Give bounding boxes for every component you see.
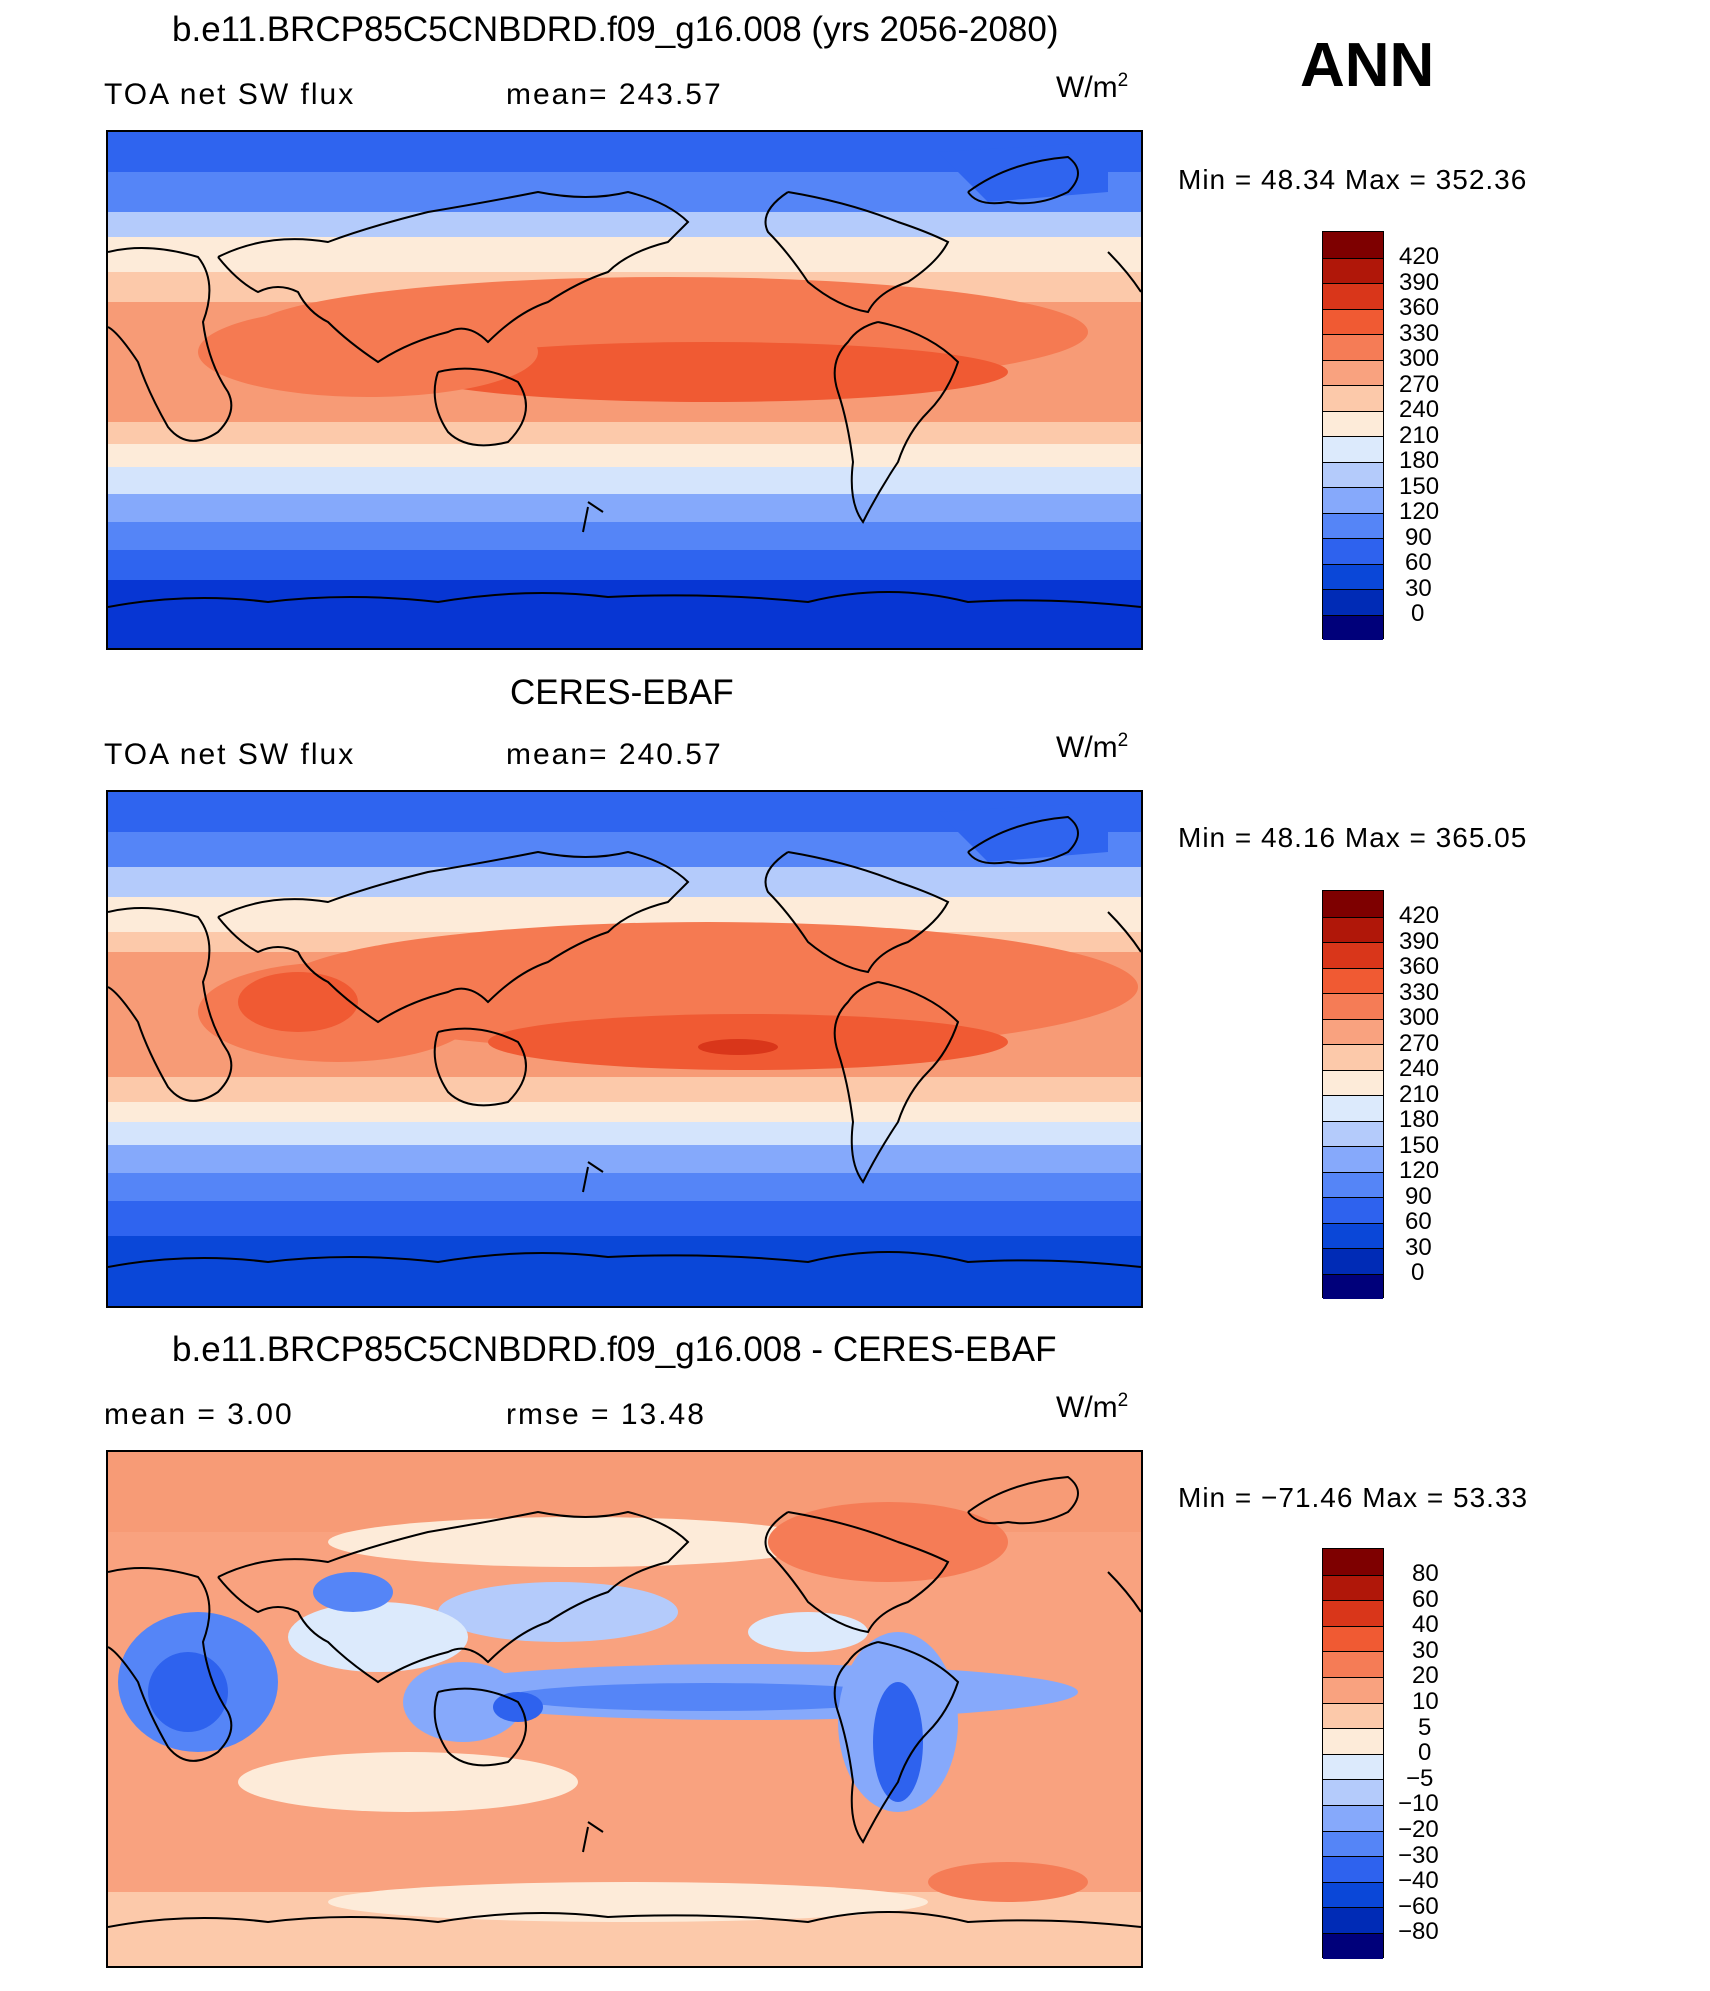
colorbar-tick: 60 [1412,1585,1439,1613]
colorbar-tick: −80 [1398,1918,1439,1946]
colorbar-tick: 210 [1399,421,1440,449]
colorbar-tick: 0 [1411,1259,1425,1286]
colorbar-tick: 60 [1405,1208,1432,1235]
colorbar-tick: −10 [1398,1790,1439,1818]
colorbar-tick: 30 [1405,574,1432,602]
panel-model-mean: mean= 243.57 [506,78,723,111]
colorbar-tick: 300 [1399,1004,1440,1031]
colorbar-tick: 30 [1412,1636,1439,1664]
colorbar-tick: 80 [1412,1560,1439,1587]
panel-obs-units: W/m2 [1056,730,1129,764]
colorbar-tick: 20 [1412,1662,1439,1690]
colorbar-tick: 390 [1399,927,1440,955]
map-diff-field [108,1452,1141,1966]
colorbar-tick: 40 [1412,1611,1439,1639]
map-obs-field [108,792,1141,1306]
colorbar-tick: 420 [1399,243,1440,270]
colorbar-tick: 0 [1418,1739,1432,1767]
colorbar-tick: 240 [1399,396,1440,423]
colorbar-tick: −20 [1398,1816,1439,1843]
colorbar-tick: 330 [1399,978,1440,1006]
panel-obs-colorbar [1322,890,1384,1299]
colorbar-tick: 270 [1399,1029,1440,1057]
colorbar-tick: 390 [1399,268,1440,296]
colorbar-tick: 210 [1399,1080,1440,1108]
colorbar-tick: 90 [1405,1182,1432,1210]
colorbar-tick: 120 [1399,1157,1440,1184]
panel-model-units: W/m2 [1056,70,1129,104]
colorbar-tick: −40 [1398,1867,1439,1895]
colorbar-tick: 5 [1418,1713,1432,1741]
colorbar-tick: 420 [1399,902,1440,929]
panel-obs-title: CERES-EBAF [510,673,734,712]
colorbar-tick: 0 [1411,600,1425,627]
panel-diff-colorbar [1322,1548,1384,1959]
panel-obs-variable: TOA net SW flux [104,738,356,771]
colorbar-tick: 180 [1399,447,1440,474]
panel-model-map [106,130,1143,650]
panel-model-variable: TOA net SW flux [104,78,356,111]
panel-model-colorbar [1322,231,1384,640]
panel-diff-units: W/m2 [1056,1390,1129,1424]
season-label: ANN [1300,31,1435,100]
colorbar-tick: −30 [1398,1841,1439,1869]
colorbar-tick: 150 [1399,472,1440,500]
panel-diff-rmse: rmse = 13.48 [506,1398,706,1431]
colorbar-tick: 240 [1399,1055,1440,1082]
colorbar-tick: −5 [1406,1764,1434,1792]
colorbar-tick: 300 [1399,345,1440,372]
colorbar-tick: 10 [1412,1688,1439,1715]
colorbar-tick: −60 [1398,1892,1439,1920]
panel-model-minmax: Min = 48.34 Max = 352.36 [1178,164,1528,195]
colorbar-tick: 60 [1405,549,1432,576]
panel-model-title: b.e11.BRCP85C5CNBDRD.f09_g16.008 (yrs 20… [172,10,1059,49]
colorbar-tick: 30 [1405,1233,1432,1261]
colorbar-tick: 180 [1399,1106,1440,1133]
colorbar-tick: 360 [1399,953,1440,980]
colorbar-tick: 150 [1399,1131,1440,1159]
map-model-field [108,132,1141,648]
colorbar-tick: 120 [1399,498,1440,525]
panel-obs-minmax: Min = 48.16 Max = 365.05 [1178,822,1528,853]
panel-diff-map [106,1450,1143,1968]
panel-diff-title: b.e11.BRCP85C5CNBDRD.f09_g16.008 - CERES… [172,1330,1057,1369]
panel-diff-minmax: Min = −71.46 Max = 53.33 [1178,1482,1529,1513]
colorbar-tick: 90 [1405,523,1432,551]
panel-obs-map [106,790,1143,1308]
panel-obs-mean: mean= 240.57 [506,738,723,771]
colorbar-tick: 360 [1399,294,1440,321]
colorbar-tick: 270 [1399,370,1440,398]
panel-diff-mean: mean = 3.00 [104,1398,294,1431]
colorbar-tick: 330 [1399,319,1440,347]
